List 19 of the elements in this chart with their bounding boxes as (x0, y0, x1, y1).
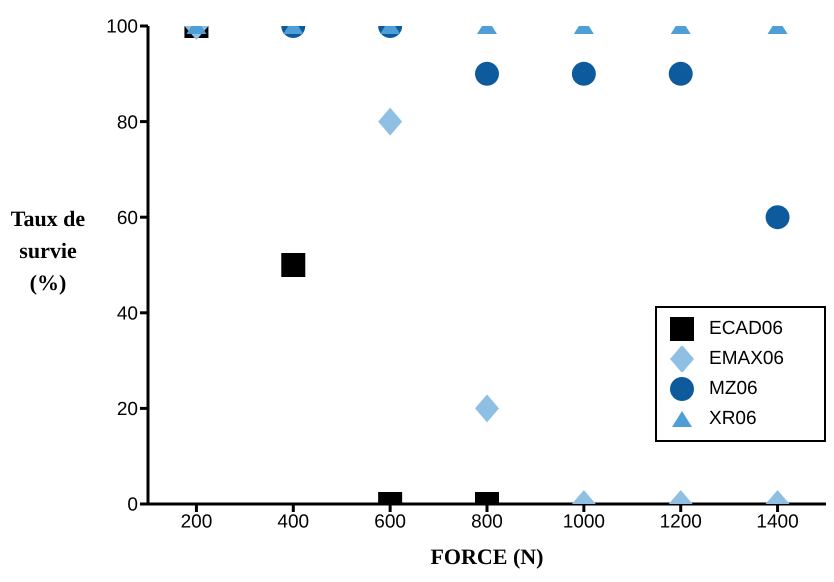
x-tick-label: 1000 (562, 511, 605, 532)
x-tick-label: 400 (277, 511, 310, 532)
y-tick-label: 40 (116, 304, 138, 325)
legend-label: EMAX06 (709, 347, 784, 371)
legend-label: MZ06 (709, 377, 758, 401)
legend-label: XR06 (709, 407, 757, 431)
y-tick-label: 20 (116, 399, 138, 420)
y-axis-title: Taux de survie (%) (10, 205, 86, 297)
x-tick-label: 800 (471, 511, 503, 532)
x-tick-label: 1200 (660, 511, 702, 532)
x-tick-label: 200 (180, 511, 212, 532)
y-tick-label: 60 (116, 208, 138, 229)
legend-label: ECAD06 (709, 317, 783, 341)
x-tick-label: 1400 (756, 511, 799, 532)
x-tick-label: 600 (374, 511, 406, 532)
y-tick-label: 100 (106, 16, 138, 38)
x-axis-title: FORCE (N) (430, 544, 544, 569)
y-tick-label: 80 (116, 112, 138, 134)
y-tick-label: 0 (127, 494, 138, 516)
